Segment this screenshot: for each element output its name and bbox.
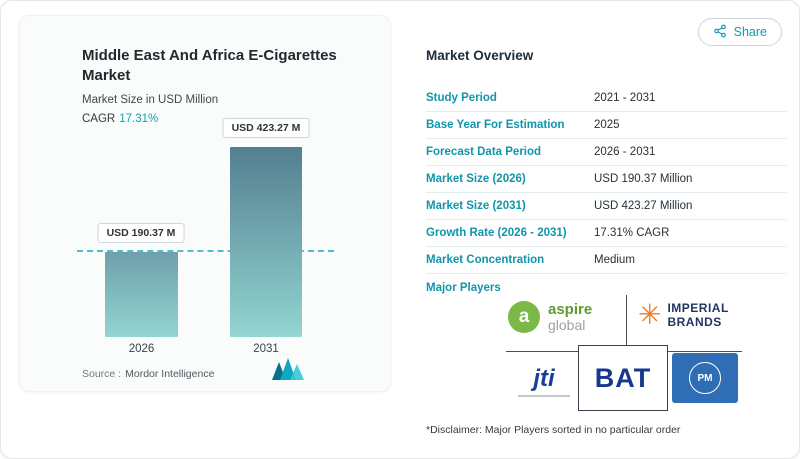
imperial-line2: BRANDS <box>667 315 722 329</box>
bar-value-label-2031: USD 423.27 M <box>222 118 310 138</box>
row-value: 2026 - 2031 <box>594 146 656 158</box>
table-row: Growth Rate (2026 - 2031) 17.31% CAGR <box>426 220 787 247</box>
x-axis-label-2026: 2026 <box>128 343 155 355</box>
source-value: Mordor Intelligence <box>125 368 215 380</box>
imperial-brands-logo: ✳ IMPERIAL BRANDS <box>638 299 729 330</box>
source-line: Source : Mordor Intelligence <box>82 368 214 380</box>
bat-logo: BAT <box>578 345 668 411</box>
row-value: Medium <box>594 254 635 266</box>
row-label: Market Size (2031) <box>426 200 526 212</box>
logo-grid-vertical-divider <box>626 295 627 350</box>
chart-title: Middle East And Africa E-Cigarettes Mark… <box>82 47 337 84</box>
chart-subtitle: Market Size in USD Million <box>82 94 219 106</box>
row-label: Base Year For Estimation <box>426 119 565 131</box>
jti-wordmark: jti <box>533 365 555 392</box>
overview-heading: Market Overview <box>426 48 534 63</box>
reference-dashed-line <box>77 250 334 252</box>
row-label: Study Period <box>426 92 497 104</box>
row-value: 17.31% CAGR <box>594 227 670 239</box>
table-row: Market Size (2031) USD 423.27 Million <box>426 193 787 220</box>
table-row: Market Concentration Medium <box>426 247 787 274</box>
major-players-label: Major Players <box>426 282 501 294</box>
major-players-logos: a aspire global ✳ IMPERIAL BRANDS jti BA… <box>506 293 746 417</box>
bar-chart: USD 190.37 M USD 423.27 M <box>20 118 392 337</box>
row-value: 2025 <box>594 119 620 131</box>
source-label: Source : <box>82 368 122 380</box>
row-value: USD 423.27 Million <box>594 200 693 212</box>
share-button-label: Share <box>733 25 767 39</box>
philip-morris-logo: PM <box>672 353 738 403</box>
table-row: Market Size (2026) USD 190.37 Million <box>426 166 787 193</box>
jti-caption-bar <box>518 395 570 397</box>
cagr-value: 17.31% <box>119 113 159 125</box>
bar-2031 <box>230 147 302 337</box>
aspire-name: aspire <box>548 300 593 318</box>
overview-table: Study Period 2021 - 2031 Base Year For E… <box>426 85 787 274</box>
bar-2026 <box>105 252 178 337</box>
row-label: Market Size (2026) <box>426 173 526 185</box>
imperial-star-icon: ✳ <box>638 299 662 330</box>
row-value: 2021 - 2031 <box>594 92 656 104</box>
jti-logo: jti <box>518 367 570 397</box>
chart-panel: Middle East And Africa E-Cigarettes Mark… <box>19 15 391 392</box>
imperial-line1: IMPERIAL <box>667 301 729 315</box>
row-label: Market Concentration <box>426 254 545 266</box>
cagr-label: CAGR <box>82 113 116 125</box>
pm-emblem-icon: PM <box>689 362 721 394</box>
chart-cagr: CAGR 17.31% <box>82 113 158 125</box>
disclaimer-text: *Disclaimer: Major Players sorted in no … <box>426 424 681 436</box>
bar-value-label-2026: USD 190.37 M <box>97 223 185 243</box>
aspire-circle-icon: a <box>508 301 540 333</box>
aspire-sub: global <box>548 316 586 333</box>
row-value: USD 190.37 Million <box>594 173 693 185</box>
table-row: Study Period 2021 - 2031 <box>426 85 787 112</box>
row-label: Forecast Data Period <box>426 146 542 158</box>
share-icon <box>713 24 727 41</box>
table-row: Forecast Data Period 2026 - 2031 <box>426 139 787 166</box>
share-button[interactable]: Share <box>697 18 782 46</box>
x-axis-label-2031: 2031 <box>253 343 279 355</box>
table-row: Base Year For Estimation 2025 <box>426 112 787 139</box>
bat-wordmark: BAT <box>594 362 652 393</box>
aspire-global-logo: a aspire global <box>508 301 592 333</box>
row-label: Growth Rate (2026 - 2031) <box>426 227 567 239</box>
mordor-intelligence-logo-icon <box>272 358 304 385</box>
